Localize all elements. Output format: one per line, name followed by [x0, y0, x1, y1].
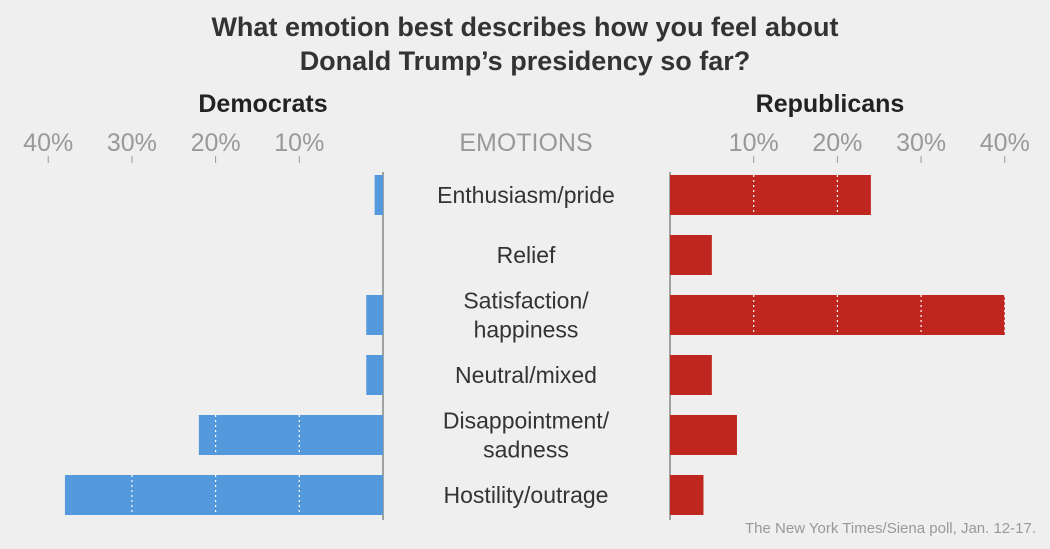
republicans-bar — [670, 355, 712, 395]
dem-tick-label: 30% — [107, 129, 157, 157]
category-label: Enthusiasm/pride — [437, 182, 615, 208]
rep-tick-label: 10% — [729, 129, 779, 157]
category-label: Hostility/outrage — [444, 482, 609, 508]
republicans-bar — [670, 475, 704, 515]
category-label: Neutral/mixed — [455, 362, 597, 388]
republicans-label: Republicans — [756, 90, 905, 118]
dem-tick-label: 40% — [23, 129, 73, 157]
republicans-bar — [670, 175, 871, 215]
republicans-bar — [670, 415, 737, 455]
dem-tick-label: 20% — [191, 129, 241, 157]
dem-tick-label: 10% — [274, 129, 324, 157]
democrats-bar — [366, 295, 383, 335]
democrats-bar — [366, 355, 383, 395]
democrats-label: Democrats — [198, 90, 327, 118]
chart-title-line-2: Donald Trump’s presidency so far? — [300, 46, 751, 76]
rep-tick-label: 20% — [812, 129, 862, 157]
source-note: The New York Times/Siena poll, Jan. 12-1… — [745, 520, 1036, 537]
category-label: sadness — [483, 437, 569, 463]
category-label: Relief — [497, 242, 556, 268]
rep-tick-label: 40% — [980, 129, 1030, 157]
chart-title-line-1: What emotion best describes how you feel… — [211, 12, 838, 42]
democrats-bar — [198, 415, 383, 455]
category-label: Satisfaction/ — [463, 288, 589, 314]
rep-tick-label: 30% — [896, 129, 946, 157]
democrats-bar — [64, 475, 383, 515]
category-label: happiness — [474, 317, 579, 343]
category-label: Disappointment/ — [443, 408, 610, 434]
emotions-header: EMOTIONS — [459, 129, 592, 157]
democrats-bar — [374, 175, 383, 215]
republicans-bar — [670, 235, 712, 275]
